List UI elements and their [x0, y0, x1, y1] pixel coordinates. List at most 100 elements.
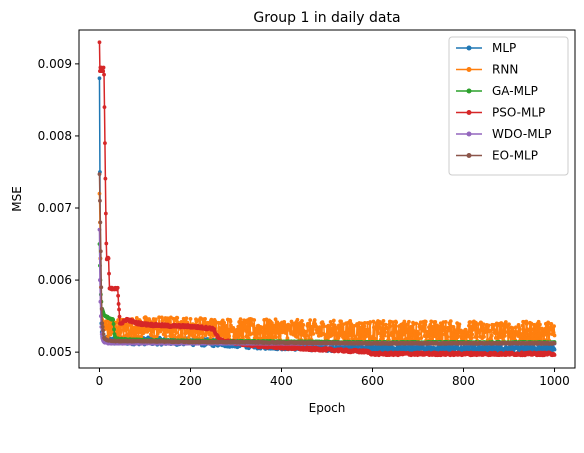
data-point	[448, 319, 453, 323]
data-point	[189, 331, 194, 336]
data-point	[164, 334, 168, 339]
data-point	[297, 325, 302, 330]
data-point	[118, 330, 123, 335]
data-point	[376, 331, 381, 336]
data-point	[402, 319, 407, 324]
series-layer	[97, 40, 557, 358]
data-point	[139, 334, 144, 339]
data-point	[150, 329, 155, 334]
data-point	[442, 326, 447, 330]
data-point	[326, 323, 331, 328]
data-point	[248, 332, 253, 337]
data-point	[104, 241, 109, 246]
data-point	[224, 330, 229, 335]
data-point	[101, 69, 106, 73]
data-point	[437, 324, 442, 329]
data-point	[435, 328, 440, 333]
data-point	[268, 329, 273, 334]
data-point	[520, 323, 525, 328]
data-point	[240, 332, 244, 336]
data-point	[274, 335, 278, 340]
data-point	[433, 320, 438, 324]
data-point	[125, 327, 130, 332]
data-point	[102, 105, 107, 110]
data-point	[263, 324, 268, 329]
data-point	[445, 334, 450, 339]
data-point	[106, 256, 111, 261]
data-point	[103, 176, 108, 181]
data-point	[340, 325, 345, 330]
data-point	[381, 336, 385, 341]
data-point	[111, 322, 116, 326]
data-point	[260, 329, 265, 334]
data-point	[470, 332, 475, 337]
data-point	[420, 324, 424, 329]
data-point	[126, 322, 131, 327]
data-point	[381, 319, 386, 323]
data-point	[336, 323, 341, 328]
data-point	[172, 318, 177, 323]
data-point	[457, 322, 462, 327]
data-point	[447, 328, 451, 333]
data-point	[265, 331, 269, 335]
data-point	[331, 318, 336, 323]
data-point	[390, 333, 394, 338]
data-point	[552, 333, 557, 338]
data-point	[116, 302, 121, 306]
data-point	[372, 347, 377, 351]
data-point	[312, 318, 317, 322]
data-point	[310, 326, 315, 331]
data-point	[489, 333, 494, 338]
data-point	[306, 322, 311, 327]
data-point	[97, 40, 102, 45]
data-point	[154, 317, 158, 322]
series-rnn	[97, 191, 557, 345]
data-point	[227, 334, 232, 338]
data-point	[112, 327, 116, 332]
data-point	[174, 331, 179, 335]
data-point	[300, 318, 304, 323]
data-point	[236, 324, 241, 329]
data-point	[108, 332, 113, 337]
data-point	[228, 319, 233, 324]
data-point	[438, 330, 443, 335]
data-point	[394, 320, 399, 325]
data-point	[330, 328, 334, 333]
data-point	[366, 327, 371, 332]
data-point	[273, 317, 278, 322]
data-point	[305, 333, 309, 338]
data-point	[488, 328, 492, 333]
data-point	[482, 334, 486, 339]
data-point	[497, 332, 501, 337]
data-point	[270, 321, 274, 325]
data-point	[284, 328, 288, 333]
data-point	[355, 324, 360, 328]
data-point	[467, 320, 472, 324]
data-point	[295, 335, 299, 339]
data-point	[134, 316, 139, 320]
data-point	[102, 72, 106, 77]
data-point	[523, 331, 528, 336]
data-point	[103, 211, 108, 216]
data-point	[246, 322, 251, 327]
data-point	[238, 317, 243, 321]
data-point	[419, 336, 424, 341]
data-point	[543, 332, 548, 337]
data-point	[400, 326, 404, 331]
data-point	[486, 323, 491, 328]
data-point	[105, 326, 110, 331]
data-point	[301, 322, 306, 327]
data-point	[337, 327, 342, 332]
data-point	[308, 318, 313, 323]
data-point	[188, 317, 193, 321]
data-point	[128, 332, 132, 336]
data-point	[254, 328, 259, 333]
data-point	[271, 323, 276, 328]
data-point	[361, 332, 366, 337]
data-point	[409, 333, 414, 337]
data-point	[194, 319, 199, 324]
data-point	[404, 330, 409, 334]
data-point	[552, 347, 557, 352]
data-point	[417, 332, 421, 336]
